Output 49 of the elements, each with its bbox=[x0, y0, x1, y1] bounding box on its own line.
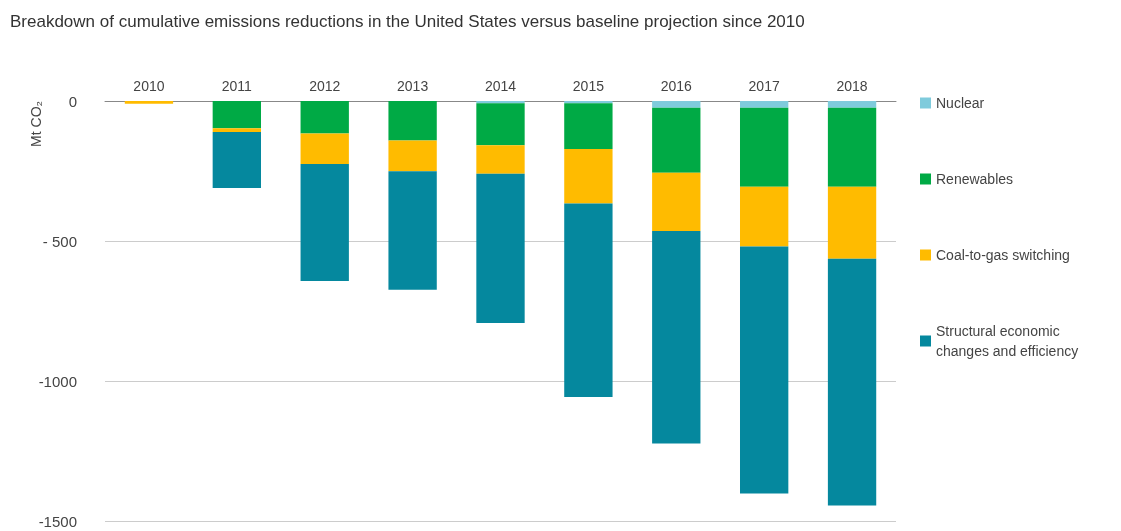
bar bbox=[740, 101, 789, 108]
x-tick-label: 2013 bbox=[397, 78, 429, 94]
bar bbox=[652, 172, 701, 231]
y-tick-label: 0 bbox=[68, 92, 77, 110]
bar bbox=[740, 107, 789, 187]
bar bbox=[652, 230, 701, 444]
bar bbox=[212, 132, 261, 189]
bar bbox=[827, 101, 877, 108]
x-tick-label: 2018 bbox=[836, 78, 868, 94]
bar bbox=[476, 101, 525, 104]
bar bbox=[300, 101, 349, 134]
bar bbox=[652, 101, 701, 108]
x-tick-label: 2011 bbox=[221, 78, 253, 94]
bar bbox=[827, 258, 877, 506]
x-tick-label: 2017 bbox=[748, 78, 780, 94]
y-tick-label: -1000 bbox=[38, 372, 77, 390]
bar bbox=[564, 101, 613, 104]
x-tick-label: 2016 bbox=[660, 78, 693, 94]
bar bbox=[740, 246, 789, 494]
x-tick-label: 2015 bbox=[572, 78, 605, 94]
legend-label: Structural economic changes and efficiency bbox=[936, 323, 1079, 359]
bar bbox=[740, 186, 789, 247]
bar bbox=[564, 203, 613, 397]
bar bbox=[564, 103, 613, 149]
legend-label: Renewables bbox=[936, 171, 1014, 187]
bar bbox=[476, 103, 525, 146]
bar bbox=[300, 164, 349, 282]
legend-label: Nuclear bbox=[936, 95, 985, 111]
bar bbox=[564, 148, 613, 204]
bar bbox=[827, 107, 877, 187]
bar bbox=[388, 171, 437, 290]
y-tick-label: -1500 bbox=[38, 512, 77, 530]
chart-title: Breakdown of cumulative emissions reductions in the United States versus baseline projection since 2010 bbox=[10, 12, 805, 31]
bar bbox=[827, 186, 877, 259]
bar bbox=[212, 128, 261, 133]
y-axis-title: Mt CO₂ bbox=[28, 101, 44, 147]
bar bbox=[476, 145, 525, 174]
x-tick-label: 2014 bbox=[484, 78, 517, 94]
bar bbox=[124, 101, 174, 104]
x-tick-label: 2010 bbox=[133, 78, 165, 94]
x-tick-label: 2012 bbox=[309, 78, 341, 94]
bar bbox=[388, 140, 437, 172]
bar bbox=[212, 101, 261, 129]
bar bbox=[388, 101, 437, 141]
bar bbox=[476, 173, 525, 324]
bar bbox=[300, 133, 349, 164]
y-tick-label: - 500 bbox=[42, 232, 77, 250]
legend-label: Coal-to-gas switching bbox=[936, 247, 1070, 263]
bar bbox=[652, 107, 701, 173]
